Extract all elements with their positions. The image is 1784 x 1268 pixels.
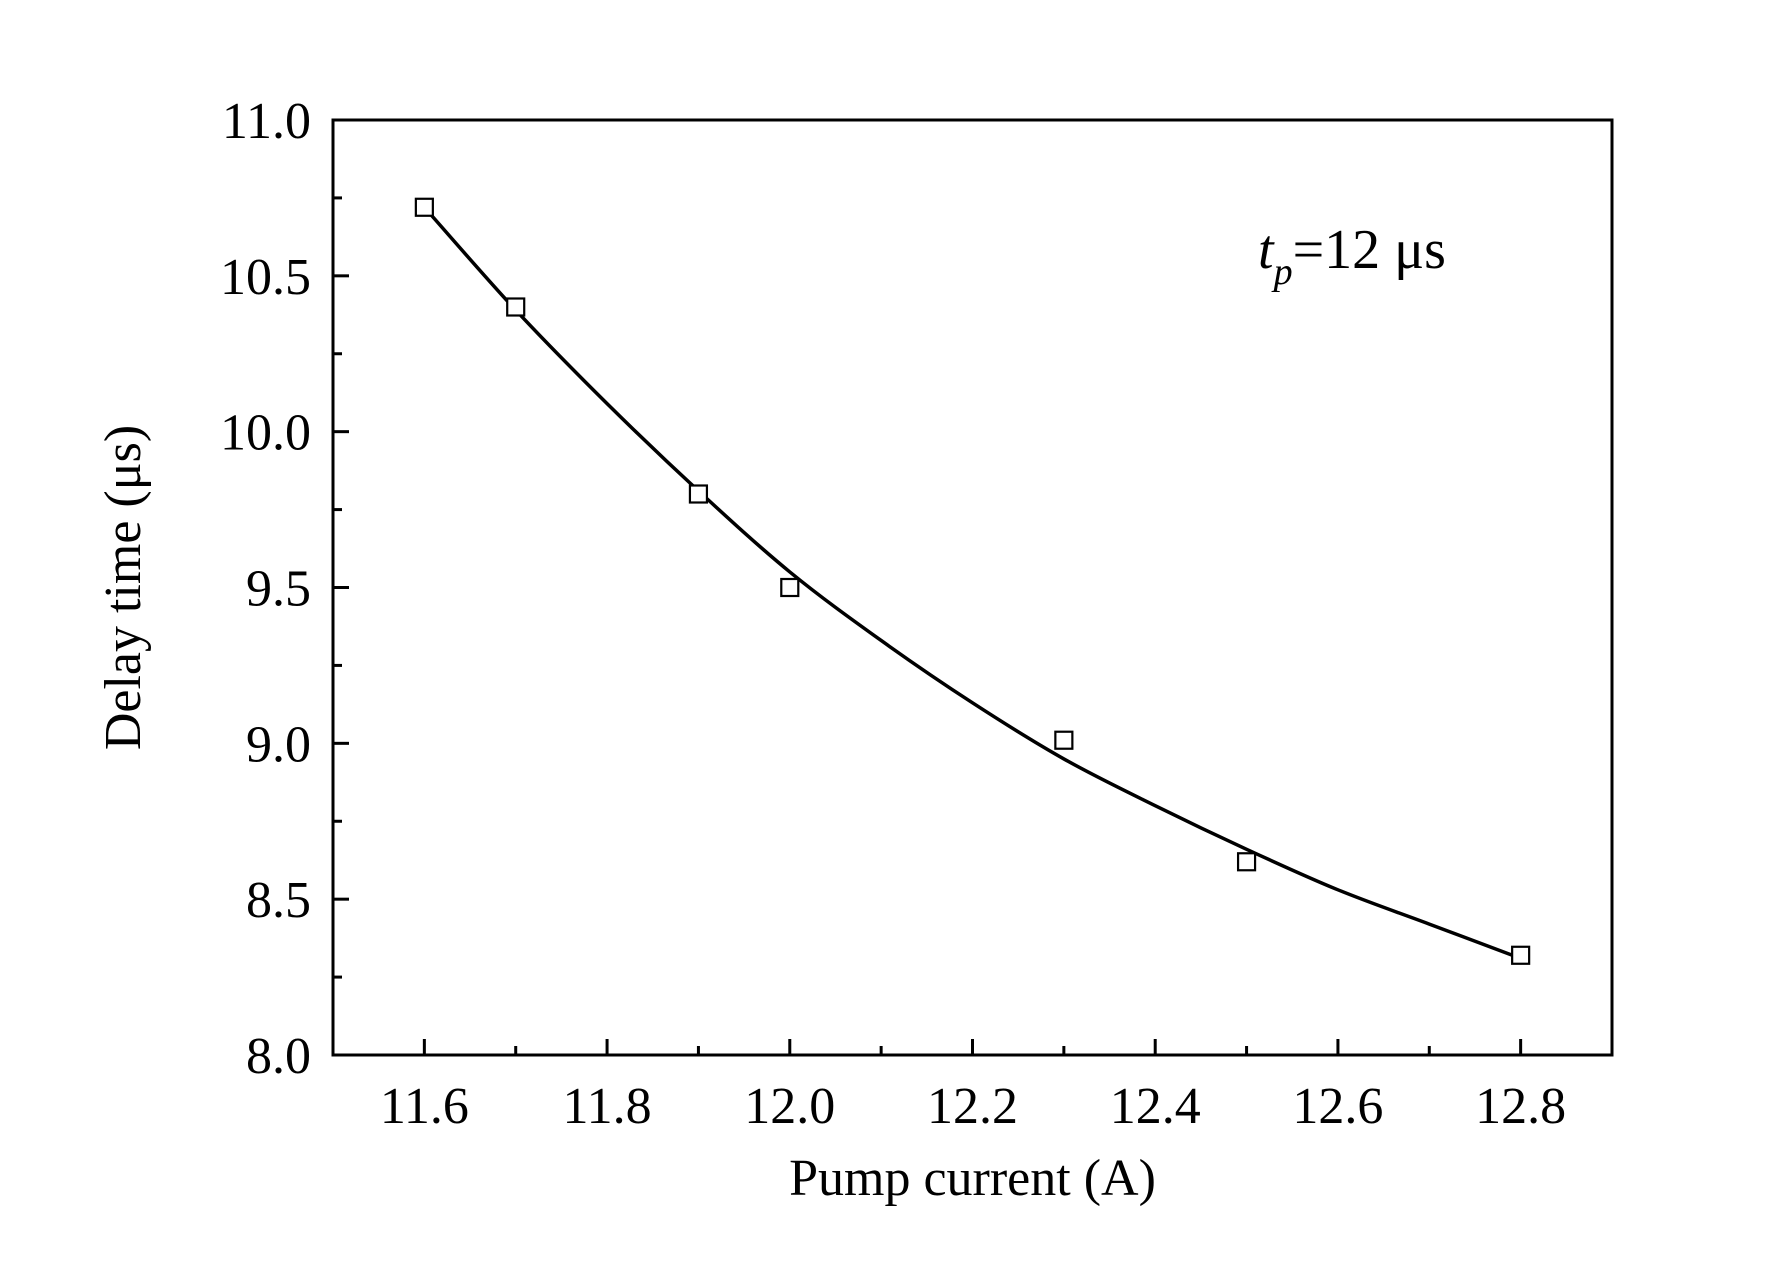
x-tick-label: 11.8 bbox=[563, 1078, 652, 1135]
x-tick-label: 12.8 bbox=[1475, 1078, 1566, 1135]
x-tick-label: 12.0 bbox=[744, 1078, 835, 1135]
data-point bbox=[414, 197, 434, 217]
plot-layer: 11.6 11.8 12.0 12.2 12.4 12.6 12.8 8.0 8.5 9.0 9.5… bbox=[220, 93, 1614, 1135]
pulse-width-annotation: tp=12 μs bbox=[1258, 219, 1446, 293]
annotation-variable: t bbox=[1258, 219, 1275, 281]
data-point bbox=[780, 577, 800, 598]
y-tick-label: 9.5 bbox=[246, 561, 311, 618]
annotation-subscript: p bbox=[1271, 251, 1293, 293]
x-tick-label: 12.6 bbox=[1292, 1078, 1383, 1135]
y-tick-label: 8.0 bbox=[246, 1028, 311, 1085]
y-tick-label: 10.0 bbox=[220, 405, 311, 462]
x-tick-label: 11.6 bbox=[380, 1078, 469, 1135]
annotation-value: =12 μs bbox=[1293, 219, 1446, 281]
y-axis-title: Delay time (μs) bbox=[95, 425, 152, 750]
data-point bbox=[1236, 852, 1257, 872]
y-tick-label: 8.5 bbox=[246, 872, 311, 929]
data-point bbox=[1511, 945, 1531, 965]
x-axis-title: Pump current (A) bbox=[789, 1150, 1156, 1207]
data-point bbox=[506, 297, 526, 317]
x-tick-label: 12.2 bbox=[927, 1078, 1018, 1135]
y-tick-label: 11.0 bbox=[222, 93, 311, 150]
y-tick-label: 9.0 bbox=[246, 716, 311, 773]
x-tick-label: 12.4 bbox=[1110, 1078, 1201, 1135]
data-point bbox=[688, 484, 709, 504]
fit-curve bbox=[423, 206, 1522, 961]
y-tick-label: 10.5 bbox=[220, 249, 311, 306]
data-point bbox=[1054, 730, 1074, 750]
